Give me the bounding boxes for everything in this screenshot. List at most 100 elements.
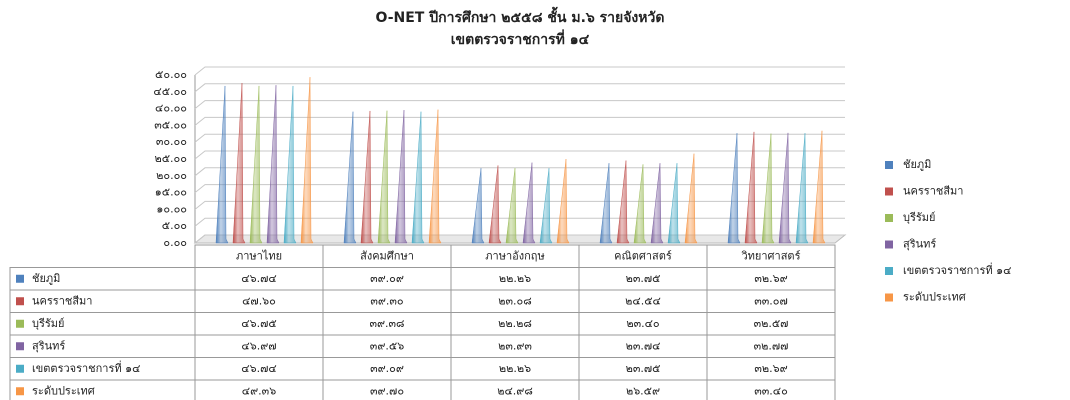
legend-label: ชัยภูมิ bbox=[903, 158, 931, 171]
y-tick-label: ๓๐.๐๐ bbox=[156, 135, 187, 148]
y-tick-label: ๑๕.๐๐ bbox=[155, 186, 187, 199]
cone bbox=[215, 85, 229, 244]
x-tick-label: ภาษาไทย bbox=[236, 249, 282, 262]
value-label: ๓๒.๖๙ bbox=[754, 272, 787, 285]
value-label: ๔๖.๙๗ bbox=[241, 339, 276, 352]
value-label: ๒๒.๒๘ bbox=[498, 317, 532, 330]
value-label: ๓๒.๖๙ bbox=[754, 362, 787, 375]
y-tick-label: ๔๕.๐๐ bbox=[153, 85, 187, 98]
grid-line bbox=[194, 150, 845, 160]
cone bbox=[343, 111, 357, 244]
cone bbox=[249, 85, 263, 244]
value-label: ๔๙.๓๖ bbox=[242, 384, 276, 397]
table-cell bbox=[706, 379, 836, 400]
value-label: ๒๔.๙๘ bbox=[497, 384, 533, 397]
table-row-label: ระดับประเทศ bbox=[32, 384, 95, 397]
value-label: ๔๖.๗๔ bbox=[241, 362, 276, 375]
cone bbox=[488, 165, 502, 244]
value-label: ๓๙.๗๐ bbox=[370, 384, 404, 397]
table-key bbox=[16, 274, 24, 283]
cone bbox=[360, 110, 374, 244]
legend-swatch bbox=[885, 240, 893, 249]
value-label: ๓๓.๐๗ bbox=[754, 294, 788, 307]
table-row-label: บุรีรัมย์ bbox=[32, 317, 65, 330]
grid-line bbox=[194, 133, 845, 143]
legend-swatch bbox=[885, 161, 893, 169]
y-tick-label: ๒๐.๐๐ bbox=[156, 169, 187, 182]
grid-line bbox=[194, 184, 845, 193]
cone bbox=[300, 77, 314, 244]
value-label: ๒๓.๗๕ bbox=[626, 272, 661, 285]
table-row-label: ชัยภูมิ bbox=[32, 272, 60, 285]
grid-line bbox=[194, 116, 845, 126]
table-key bbox=[16, 342, 24, 351]
legend-label: สุรินทร์ bbox=[903, 238, 936, 251]
table-row-label: เขตตรวจราชการที่ ๑๔ bbox=[32, 360, 140, 375]
value-label: ๒๓.๗๕ bbox=[626, 362, 661, 375]
cone bbox=[411, 111, 425, 244]
cone bbox=[633, 164, 647, 244]
cone bbox=[266, 85, 280, 244]
cone bbox=[778, 132, 792, 244]
value-label: ๓๒.๕๗ bbox=[754, 317, 789, 330]
x-tick-label: คณิตศาสตร์ bbox=[614, 249, 672, 262]
legend-label: เขตตรวจราชการที่ ๑๔ bbox=[903, 262, 1011, 277]
grid-line bbox=[194, 234, 845, 244]
value-label: ๔๖.๗๕ bbox=[241, 317, 276, 330]
grid-line bbox=[194, 167, 845, 177]
cone bbox=[744, 131, 758, 244]
value-label: ๓๙.๕๖ bbox=[370, 339, 404, 352]
value-label: ๒๓.๐๘ bbox=[498, 294, 531, 307]
legend-swatch bbox=[885, 214, 893, 222]
cone bbox=[522, 162, 536, 244]
cone bbox=[599, 163, 613, 244]
x-tick-label: สังคมศึกษา bbox=[360, 249, 414, 262]
table-row-label: สุรินทร์ bbox=[32, 339, 65, 352]
value-label: ๒๒.๒๖ bbox=[499, 362, 531, 375]
x-tick-label: วิทยาศาสตร์ bbox=[741, 249, 801, 262]
cone bbox=[471, 168, 485, 244]
cone bbox=[232, 83, 246, 244]
cone bbox=[727, 133, 741, 244]
table-key bbox=[16, 364, 24, 373]
cone bbox=[377, 110, 391, 244]
y-tick-label: ๒๕.๐๐ bbox=[154, 152, 187, 165]
value-label: ๔๖.๗๔ bbox=[241, 272, 276, 285]
cone bbox=[795, 133, 809, 244]
table-key bbox=[16, 387, 24, 396]
value-label: ๓๓.๔๐ bbox=[754, 384, 788, 397]
cone bbox=[684, 153, 698, 244]
grid-line bbox=[194, 217, 845, 227]
cone bbox=[556, 159, 570, 244]
grid-line bbox=[194, 100, 845, 109]
cone bbox=[616, 160, 630, 244]
cone bbox=[283, 85, 297, 244]
grid-line bbox=[194, 83, 845, 93]
value-label: ๓๙.๓๘ bbox=[369, 317, 404, 330]
cone bbox=[428, 109, 442, 244]
value-label: ๒๒.๒๖ bbox=[499, 272, 531, 285]
legend-label: บุรีรัมย์ bbox=[903, 211, 936, 224]
value-label: ๓๙.๐๙ bbox=[370, 272, 404, 285]
cone bbox=[650, 163, 664, 244]
table-key bbox=[16, 297, 24, 306]
value-label: ๓๙.๐๙ bbox=[370, 362, 404, 375]
cone bbox=[539, 168, 553, 244]
table-key bbox=[16, 319, 24, 328]
y-tick-label: ๑๐.๐๐ bbox=[156, 202, 187, 215]
cone bbox=[667, 163, 681, 244]
y-tick-label: ๕๐.๐๐ bbox=[155, 68, 187, 81]
y-tick-label: ๕.๐๐ bbox=[162, 219, 187, 232]
x-tick-label: ภาษาอังกฤษ bbox=[485, 249, 544, 262]
cone bbox=[761, 133, 775, 244]
grid-line bbox=[194, 200, 845, 210]
y-tick-label: ๔๐.๐๐ bbox=[155, 102, 187, 115]
cone bbox=[394, 110, 408, 244]
value-label: ๓๒.๗๗ bbox=[754, 339, 789, 352]
cone bbox=[505, 168, 519, 244]
value-label: ๒๔.๕๔ bbox=[625, 294, 661, 307]
chart-subtitle: เขตตรวจราชการที่ ๑๔ bbox=[451, 29, 590, 48]
legend-swatch bbox=[885, 267, 893, 275]
value-label: ๒๓.๗๔ bbox=[626, 339, 661, 352]
